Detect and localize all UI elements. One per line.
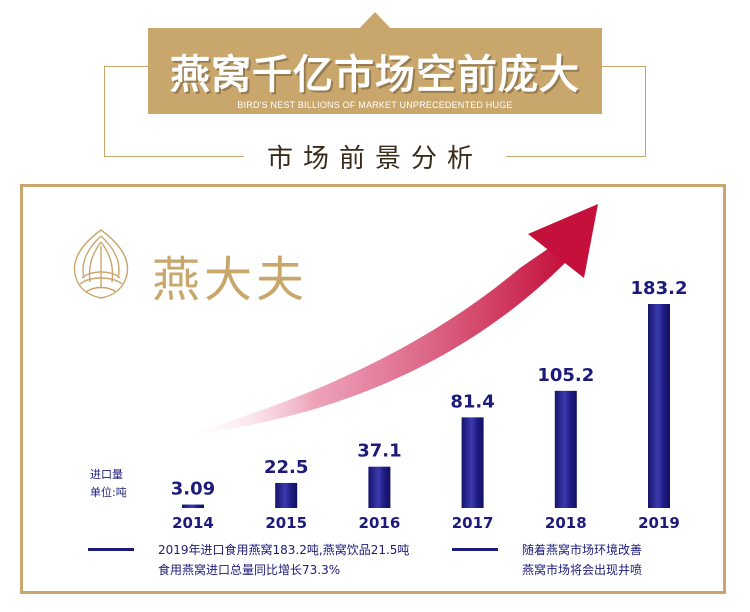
banner-subtitle: BIRD'S NEST BILLIONS OF MARKET UNPRECEDE… [237,100,513,110]
category-label-2017: 2017 [452,514,494,532]
value-label-2015: 22.5 [264,457,308,478]
unit-label-line2: 单位:吨 [90,486,127,499]
legend-left-line1: 2019年进口食用燕窝183.2吨,燕窝饮品21.5吨 [158,543,410,557]
deco-line-right-vertical [645,66,646,156]
legend-line-left [88,548,134,551]
banner-title: 燕窝千亿市场空前庞大 [170,52,580,98]
value-label-2018: 105.2 [537,365,594,386]
deco-line-top-right [602,66,646,67]
legend-right-line1: 随着燕窝市场环境改善 [522,543,643,557]
value-label-2016: 37.1 [357,441,401,462]
section-title: 市场前景分析 [266,144,483,174]
category-label-2018: 2018 [545,514,587,532]
legend-text-left: 2019年进口食用燕窝183.2吨,燕窝饮品21.5吨 食用燕窝进口总量同比增长… [158,540,409,580]
bar-2018 [554,390,577,508]
bar-2015 [275,482,298,508]
header-banner: 燕窝千亿市场空前庞大 BIRD'S NEST BILLIONS OF MARKE… [148,28,602,114]
deco-line-bottom-left [104,156,244,157]
deco-line-top-left [104,66,148,67]
legend-left-line2: 食用燕窝进口总量同比增长73.3% [158,563,341,577]
bird-nest-logo-icon [73,229,129,299]
value-label-2014: 3.09 [171,479,215,500]
unit-label-line1: 进口量 [90,468,123,481]
trend-arrow-head [528,204,598,278]
bar-2019 [648,304,670,508]
bar-2016 [368,466,391,508]
category-label-2019: 2019 [638,514,680,532]
legend-text-right: 随着燕窝市场环境改善 燕窝市场将会出现井喷 [522,540,642,580]
value-label-2019: 183.2 [631,278,688,299]
brand-name: 燕大夫 [152,252,309,308]
deco-line-bottom-right [506,156,646,157]
bar-2014 [182,504,204,508]
chart-card [20,184,726,594]
trend-arrow-body [180,246,566,436]
legend-line-right [452,548,498,551]
legend-right-line2: 燕窝市场将会出现井喷 [522,563,643,577]
category-label-2015: 2015 [265,514,307,532]
deco-line-left-vertical [104,66,105,156]
unit-label: 进口量 单位:吨 [90,466,127,502]
value-label-2017: 81.4 [450,391,494,412]
category-label-2016: 2016 [359,514,401,532]
bar-2017 [461,417,484,508]
category-label-2014: 2014 [172,514,214,532]
